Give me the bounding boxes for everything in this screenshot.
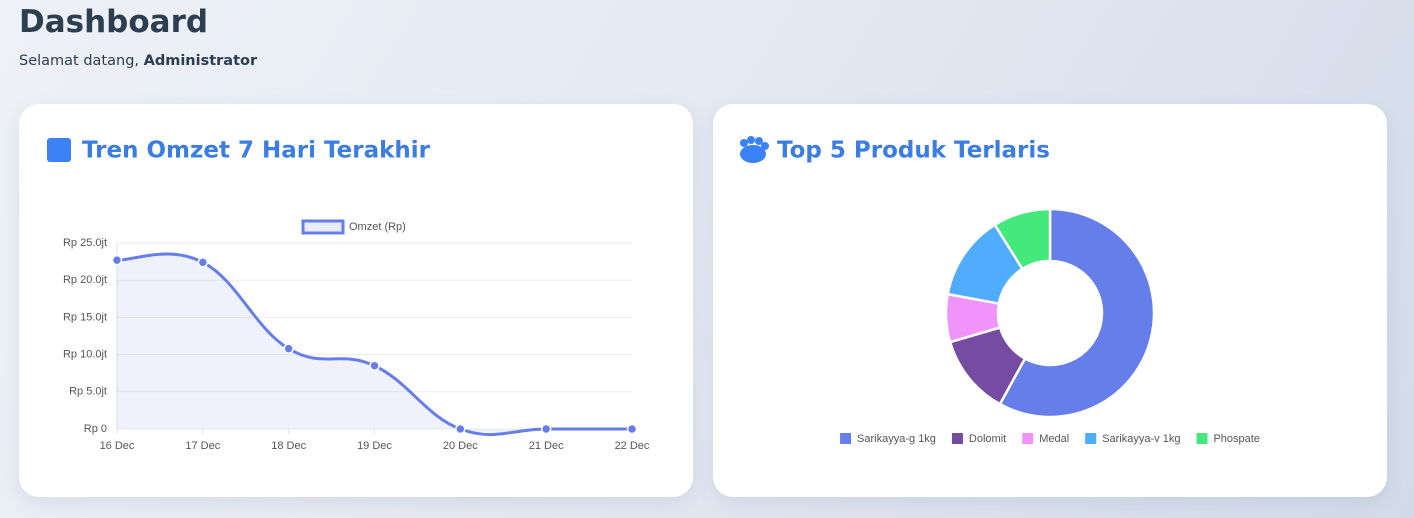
line-chart: Tren Omzet 7 Hari Terakhir Rp 0 Rp 5.0jt R… — [47, 138, 650, 452]
legend-swatch — [1196, 433, 1208, 444]
y-tick-label: Rp 5.0jt — [69, 386, 107, 398]
x-tick-label: 19 Dec — [357, 440, 392, 452]
legend-swatch — [1085, 433, 1097, 444]
legend-swatch — [301, 219, 345, 235]
icon — [740, 136, 769, 163]
y-tick-label: Rp 0 — [84, 423, 107, 435]
point — [455, 423, 466, 435]
x-tick-label: 21 Dec — [529, 440, 564, 452]
area — [117, 253, 632, 435]
legend-label: Sarikayya-v 1kg — [1102, 433, 1180, 445]
point — [540, 423, 552, 435]
legend-label: Phospate — [1213, 433, 1259, 445]
point — [111, 254, 123, 266]
legend: Sarikayya-g 1kg Dolomit Medal Sarikayya-v 1… — [840, 433, 1260, 445]
point — [369, 360, 380, 372]
legend-label: Sarikayya-g 1kg — [857, 433, 936, 445]
x-tick-label: 18 Dec — [271, 440, 306, 452]
legend-swatch — [951, 433, 963, 444]
point — [626, 423, 638, 435]
doughnut-chart: Top 5 Produk Terlaris Sarikayya-g 1kg Dol… — [740, 136, 1260, 445]
icon — [47, 138, 71, 162]
page-title: Dashboard — [19, 4, 209, 40]
card: Top 5 Produk Terlaris Sarikayya-g 1kg Dol… — [713, 104, 1387, 497]
x-tick-label: 17 Dec — [185, 440, 220, 452]
card-title: Top 5 Produk Terlaris — [777, 138, 1050, 164]
y-tick-label: Rp 10.0jt — [63, 349, 107, 361]
point — [283, 343, 294, 354]
card: Tren Omzet 7 Hari Terakhir Rp 0 Rp 5.0jt R… — [19, 104, 693, 497]
welcome: Selamat datang, Administrator — [19, 53, 257, 69]
legend-label: Medal — [1039, 433, 1069, 445]
legend-label: Dolomit — [969, 433, 1006, 445]
legend-label: Omzet (Rp) — [349, 221, 406, 233]
legend-swatch — [840, 433, 852, 444]
legend-swatch — [1022, 433, 1034, 444]
point — [197, 257, 209, 268]
x-tick-label: 16 Dec — [100, 440, 135, 452]
y-tick-label: Rp 25.0jt — [63, 237, 107, 249]
card-title: Tren Omzet 7 Hari Terakhir — [82, 138, 431, 164]
y-tick-label: Rp 20.0jt — [63, 274, 107, 286]
greeting: Selamat datang, — [19, 53, 140, 69]
user-name: Administrator — [143, 53, 258, 69]
y-tick-label: Rp 15.0jt — [63, 311, 107, 323]
x-tick-label: 20 Dec — [443, 440, 478, 452]
x-tick-label: 22 Dec — [615, 440, 650, 452]
slice — [993, 207, 1052, 271]
slice — [998, 207, 1156, 419]
